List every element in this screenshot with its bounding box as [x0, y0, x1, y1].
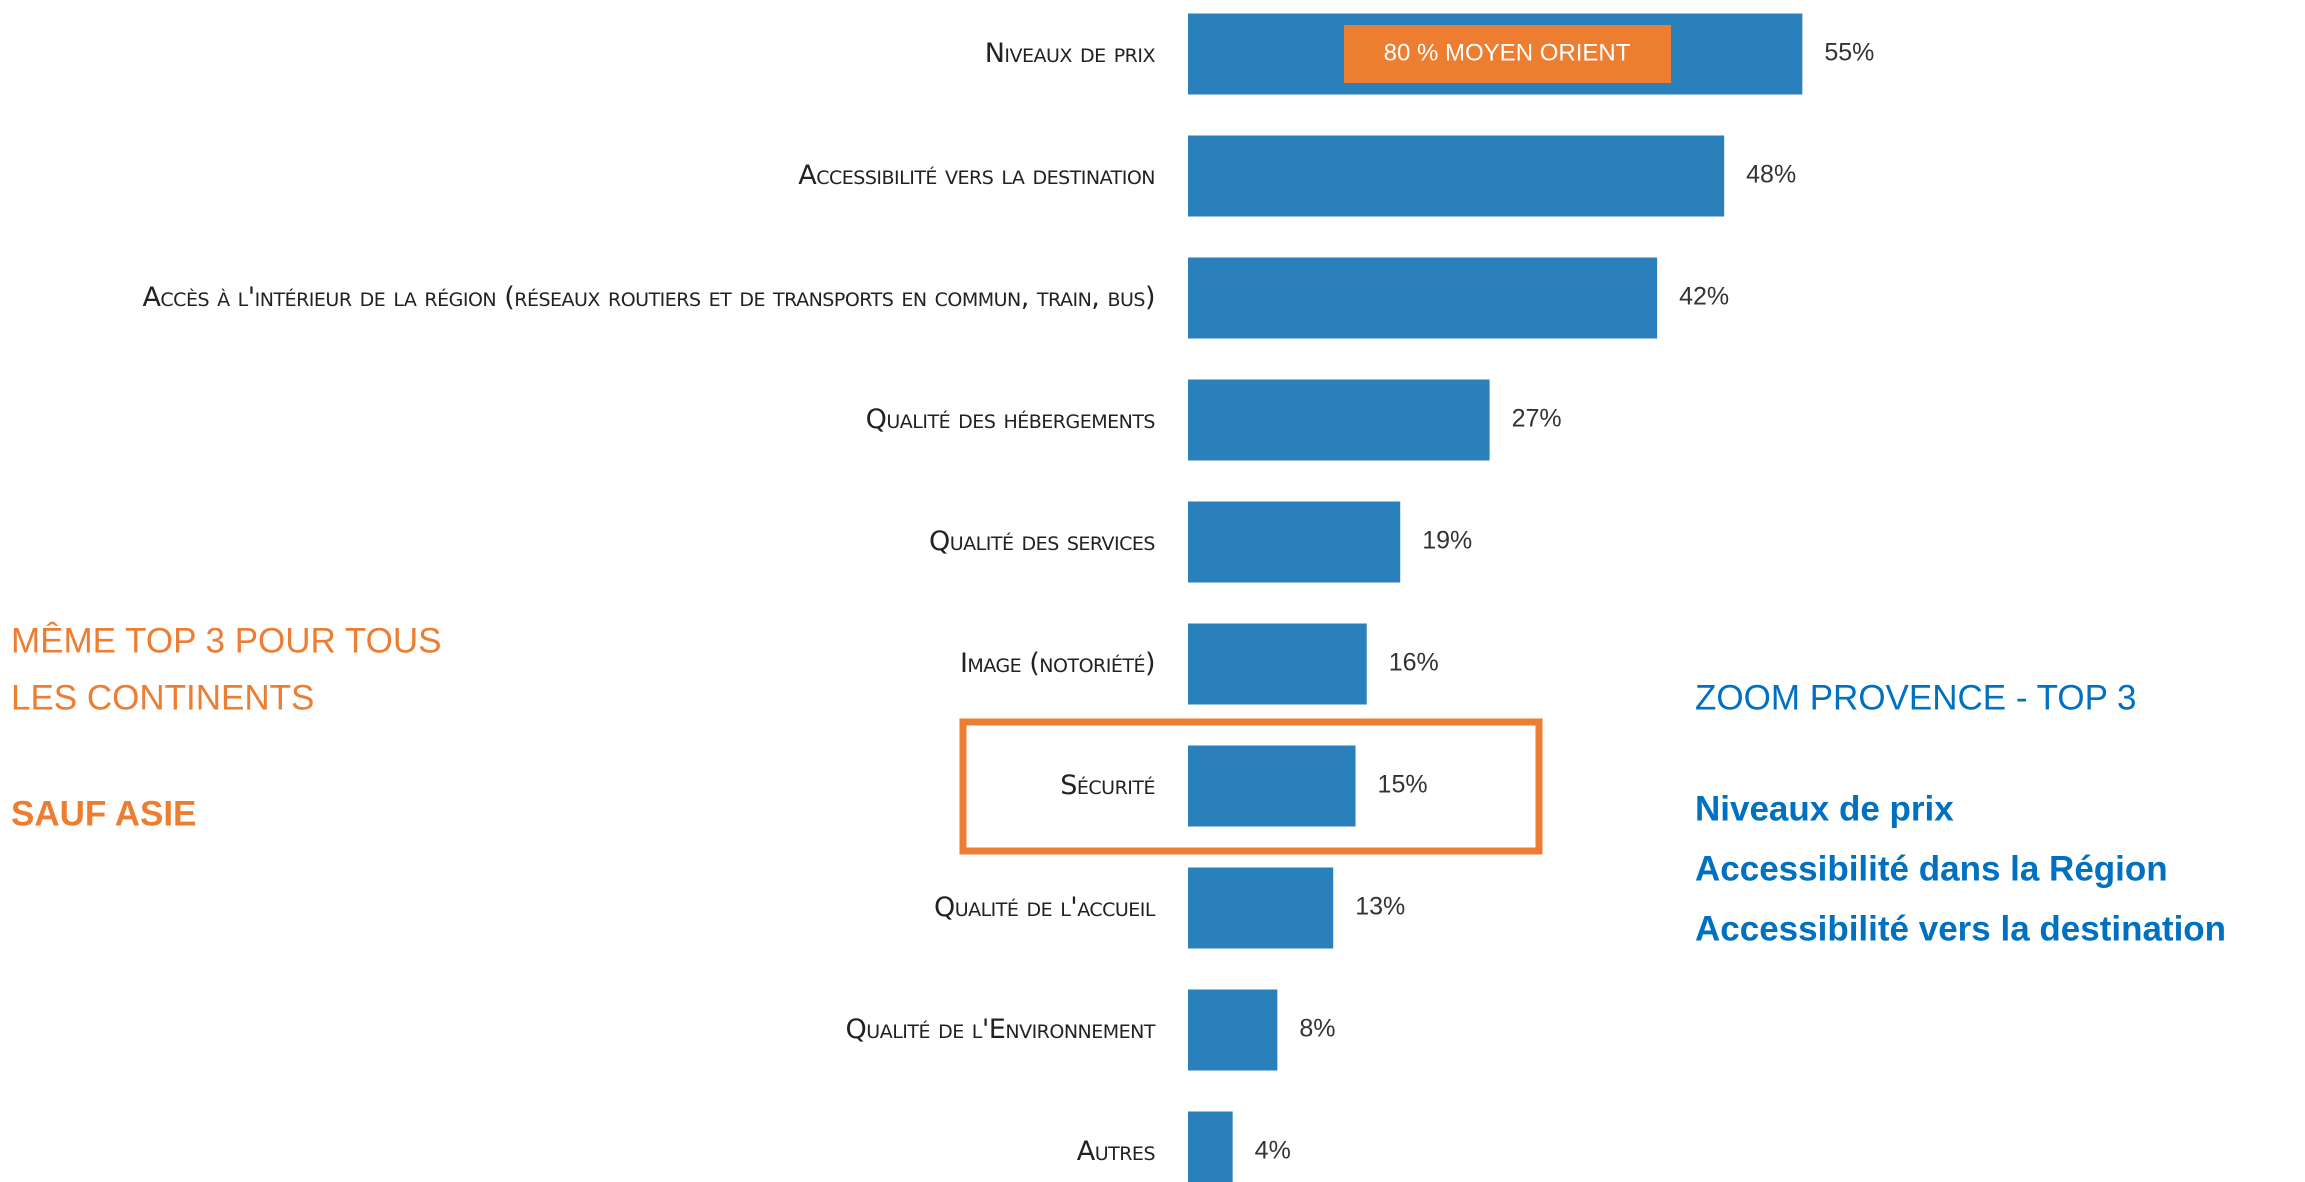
value-label: 27%	[1512, 405, 1562, 433]
bar	[1188, 135, 1725, 217]
left-note-line: LES CONTINENTS	[11, 678, 314, 717]
value-label: 48%	[1746, 161, 1796, 189]
value-label: 42%	[1679, 283, 1729, 311]
value-label: 16%	[1389, 649, 1439, 677]
bar-note-box	[1344, 25, 1671, 83]
bar	[1188, 379, 1490, 461]
category-label: Image (notoriété)	[959, 648, 1156, 679]
category-label: Accès à l'intérieur de la région (réseau…	[142, 282, 1155, 313]
bar	[1188, 623, 1367, 705]
right-note-item: Accessibilité dans la Région	[1695, 849, 2168, 888]
left-note-line: MÊME TOP 3 POUR TOUS	[11, 621, 442, 660]
category-label: Niveaux de prix	[984, 38, 1156, 69]
left-note-emphasis: SAUF ASIE	[11, 794, 196, 833]
right-note-item: Niveaux de prix	[1695, 789, 1954, 828]
bar	[1188, 501, 1401, 583]
bar	[1188, 989, 1278, 1071]
value-label: 15%	[1378, 771, 1428, 799]
value-label: 8%	[1299, 1015, 1335, 1043]
highlight-box	[959, 718, 1543, 855]
right-note-item: Accessibilité vers la destination	[1695, 909, 2226, 948]
bar	[1188, 745, 1356, 827]
value-label: 55%	[1824, 39, 1874, 67]
category-label: Qualité de l'accueil	[933, 892, 1156, 923]
category-label: Sécurité	[1060, 770, 1155, 801]
category-label: Qualité des services	[929, 526, 1155, 557]
category-label: Accessibilité vers la destination	[798, 160, 1155, 191]
category-label: Autres	[1076, 1136, 1156, 1167]
category-label: Qualité des hébergements	[865, 404, 1156, 435]
value-label: 13%	[1355, 893, 1405, 921]
bar-note: 80 % MOYEN ORIENT	[1384, 39, 1631, 66]
value-label: 19%	[1422, 527, 1472, 555]
bar	[1188, 257, 1658, 339]
right-note-title: ZOOM PROVENCE - TOP 3	[1695, 678, 2136, 717]
category-label: Qualité de l'Environnement	[845, 1014, 1156, 1045]
bar	[1188, 1111, 1233, 1182]
bar	[1188, 867, 1334, 949]
value-label: 4%	[1255, 1137, 1291, 1165]
